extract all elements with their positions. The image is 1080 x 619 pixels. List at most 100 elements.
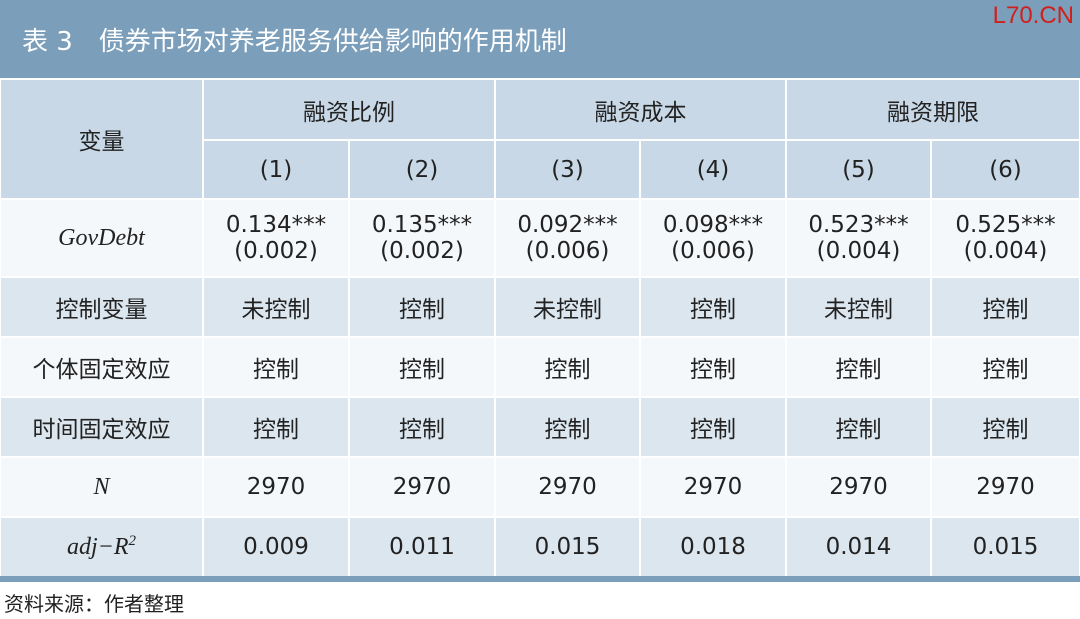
header-cell: 变量 xyxy=(1,80,202,198)
data-cell: 0.135*** (0.002) xyxy=(350,200,494,276)
cell-text: 未控制 xyxy=(533,297,602,323)
cell-text: 2970 xyxy=(683,474,743,500)
column-text: (3) xyxy=(551,156,584,183)
data-cell: 0.098*** (0.006) xyxy=(641,200,785,276)
cell-text: 2970 xyxy=(246,474,306,500)
data-cell: 0.015 xyxy=(932,518,1079,576)
row-label: 控制变量 xyxy=(1,278,202,336)
coefficient: 0.134*** xyxy=(225,212,327,238)
cell-text: 控制 xyxy=(982,297,1029,323)
column-text: (1) xyxy=(259,156,293,183)
data-cell: 0.014 xyxy=(787,518,930,576)
column-text: (5) xyxy=(842,156,875,183)
data-cell: 2970 xyxy=(932,458,1079,516)
data-cell: 控制 xyxy=(641,398,785,456)
header-text: 变量 xyxy=(78,129,125,155)
data-cell: 0.011 xyxy=(350,518,494,576)
row-label: 时间固定效应 xyxy=(1,398,202,456)
cell-text: 0.015 xyxy=(534,534,601,560)
group-text: 融资成本 xyxy=(594,99,687,126)
data-cell: 控制 xyxy=(496,398,639,456)
cell-text: 2970 xyxy=(392,474,452,500)
cell-text: 0.014 xyxy=(825,534,892,560)
data-cell: 2970 xyxy=(496,458,639,516)
std-error: (0.004) xyxy=(816,238,901,264)
data-cell: 控制 xyxy=(641,278,785,336)
group-text: 融资期限 xyxy=(887,99,979,126)
data-cell: 控制 xyxy=(350,338,494,396)
cell-text: 控制 xyxy=(544,417,591,443)
data-cell: 控制 xyxy=(787,338,930,396)
coefficient: 0.523*** xyxy=(808,212,909,238)
cell-text: 未控制 xyxy=(241,297,311,323)
cell-text: 未控制 xyxy=(824,297,893,323)
row-label-text: 个体固定效应 xyxy=(32,357,171,383)
data-cell: 控制 xyxy=(350,278,494,336)
data-cell: 控制 xyxy=(932,398,1079,456)
row-label: 个体固定效应 xyxy=(1,338,202,396)
data-cell: 0.525*** (0.004) xyxy=(932,200,1079,276)
data-cell: 控制 xyxy=(641,338,785,396)
column-header: (6) xyxy=(932,141,1079,198)
column-header: (3) xyxy=(496,141,639,198)
data-cell: 未控制 xyxy=(496,278,639,336)
row-label-text: GovDebt xyxy=(58,224,145,251)
data-cell: 控制 xyxy=(204,398,348,456)
cell-text: 控制 xyxy=(982,357,1029,383)
cell-text: 控制 xyxy=(835,417,882,443)
data-cell: 0.015 xyxy=(496,518,639,576)
column-header: (1) xyxy=(204,141,348,198)
row-label-text: 时间固定效应 xyxy=(32,417,171,443)
cell-text: 控制 xyxy=(399,297,445,323)
watermark: L70.CN xyxy=(992,2,1074,29)
column-text: (4) xyxy=(696,156,730,183)
cell-text: 控制 xyxy=(399,417,445,443)
std-error: (0.004) xyxy=(963,238,1048,264)
cell-text: 2970 xyxy=(829,474,888,500)
group-header: 融资成本 xyxy=(496,80,785,139)
data-cell: 控制 xyxy=(350,398,494,456)
data-cell: 0.134*** (0.002) xyxy=(204,200,348,276)
row-label-text: adj−R2 xyxy=(66,533,137,560)
row-label: adj−R2 xyxy=(1,518,202,576)
data-cell: 未控制 xyxy=(204,278,348,336)
cell-text: 0.009 xyxy=(243,534,309,560)
data-cell: 0.009 xyxy=(204,518,348,576)
cell-text: 控制 xyxy=(253,417,299,443)
cell-text: 0.011 xyxy=(389,534,455,560)
row-label-text: N xyxy=(93,473,110,500)
data-cell: 2970 xyxy=(641,458,785,516)
data-cell: 控制 xyxy=(496,338,639,396)
data-cell: 控制 xyxy=(932,278,1079,336)
coefficient: 0.525*** xyxy=(955,212,1056,238)
superscript: 2 xyxy=(128,533,137,549)
column-header: (2) xyxy=(350,141,494,198)
std-error: (0.006) xyxy=(525,238,610,264)
row-label-text: 控制变量 xyxy=(55,297,148,323)
std-error: (0.006) xyxy=(671,238,755,264)
column-text: (6) xyxy=(989,156,1022,183)
column-header: (5) xyxy=(787,141,930,198)
coefficient: 0.098*** xyxy=(662,212,764,238)
data-cell: 2970 xyxy=(350,458,494,516)
group-header: 融资期限 xyxy=(787,80,1079,139)
data-cell: 2970 xyxy=(787,458,930,516)
cell-text: 控制 xyxy=(399,357,445,383)
std-error: (0.002) xyxy=(234,238,318,264)
data-cell: 控制 xyxy=(787,398,930,456)
group-header: 融资比例 xyxy=(204,80,494,139)
cell-text: 控制 xyxy=(835,357,882,383)
coefficient: 0.092*** xyxy=(517,212,618,238)
row-label: GovDebt xyxy=(1,200,202,276)
cell-text: 控制 xyxy=(690,357,736,383)
data-cell: 控制 xyxy=(204,338,348,396)
cell-text: 控制 xyxy=(690,297,736,323)
data-cell: 2970 xyxy=(204,458,348,516)
bottom-rule xyxy=(0,576,1080,582)
cell-text: 2970 xyxy=(976,474,1035,500)
cell-text: 控制 xyxy=(253,357,299,383)
coefficient: 0.135*** xyxy=(371,212,473,238)
cell-text: 控制 xyxy=(544,357,591,383)
data-cell: 0.523*** (0.004) xyxy=(787,200,930,276)
cell-text: 控制 xyxy=(690,417,736,443)
